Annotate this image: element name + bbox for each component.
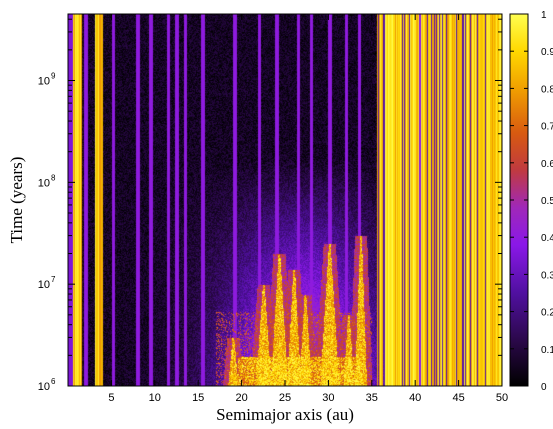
y-tick-exponent: 8 bbox=[51, 173, 56, 182]
y-tick-exponent: 6 bbox=[51, 377, 56, 386]
x-tick-label: 35 bbox=[366, 392, 378, 404]
x-axis: 5 10 15 20 25 30 35 40 45 50 bbox=[108, 14, 508, 404]
y-tick-exponent: 9 bbox=[51, 72, 56, 81]
colorbar-tick-label: 0.4 bbox=[541, 233, 553, 244]
y-tick-label: 10 bbox=[38, 177, 50, 189]
y-tick-exponent: 7 bbox=[51, 275, 56, 284]
colorbar-tick-label: 1 bbox=[541, 10, 547, 21]
colorbar-tick-label: 0.5 bbox=[541, 196, 553, 207]
colorbar-tick-label: 0.2 bbox=[541, 308, 553, 319]
x-tick-label: 15 bbox=[192, 392, 204, 404]
x-tick-label: 25 bbox=[279, 392, 291, 404]
colorbar-ticks: 0 0.1 0.2 0.3 0.4 0.5 0.6 0.7 0.8 0.9 1 bbox=[510, 10, 553, 393]
heatmap bbox=[68, 14, 502, 386]
y-tick-label: 10 bbox=[38, 381, 50, 393]
x-axis-title: Semimajor axis (au) bbox=[216, 405, 354, 424]
colorbar-tick-label: 0.3 bbox=[541, 270, 553, 281]
x-tick-label: 20 bbox=[235, 392, 247, 404]
plot-border bbox=[67, 13, 503, 387]
x-tick-label: 45 bbox=[452, 392, 464, 404]
y-tick-label: 10 bbox=[38, 279, 50, 291]
x-tick-label: 40 bbox=[409, 392, 421, 404]
colorbar-tick-label: 0.8 bbox=[541, 84, 553, 95]
x-tick-label: 30 bbox=[322, 392, 334, 404]
colorbar-tick-label: 0.7 bbox=[541, 122, 553, 133]
colorbar-tick-label: 0.1 bbox=[541, 345, 553, 356]
plot-area bbox=[68, 14, 502, 386]
y-axis-title: Time (years) bbox=[7, 157, 26, 244]
colorbar-tick-label: 0.6 bbox=[541, 159, 553, 170]
colorbar-tick-label: 0.9 bbox=[541, 47, 553, 58]
x-tick-label: 10 bbox=[149, 392, 161, 404]
colorbar-tick-label: 0 bbox=[541, 382, 547, 393]
x-tick-label: 50 bbox=[496, 392, 508, 404]
x-tick-label: 5 bbox=[108, 392, 114, 404]
y-tick-label: 10 bbox=[38, 76, 50, 88]
